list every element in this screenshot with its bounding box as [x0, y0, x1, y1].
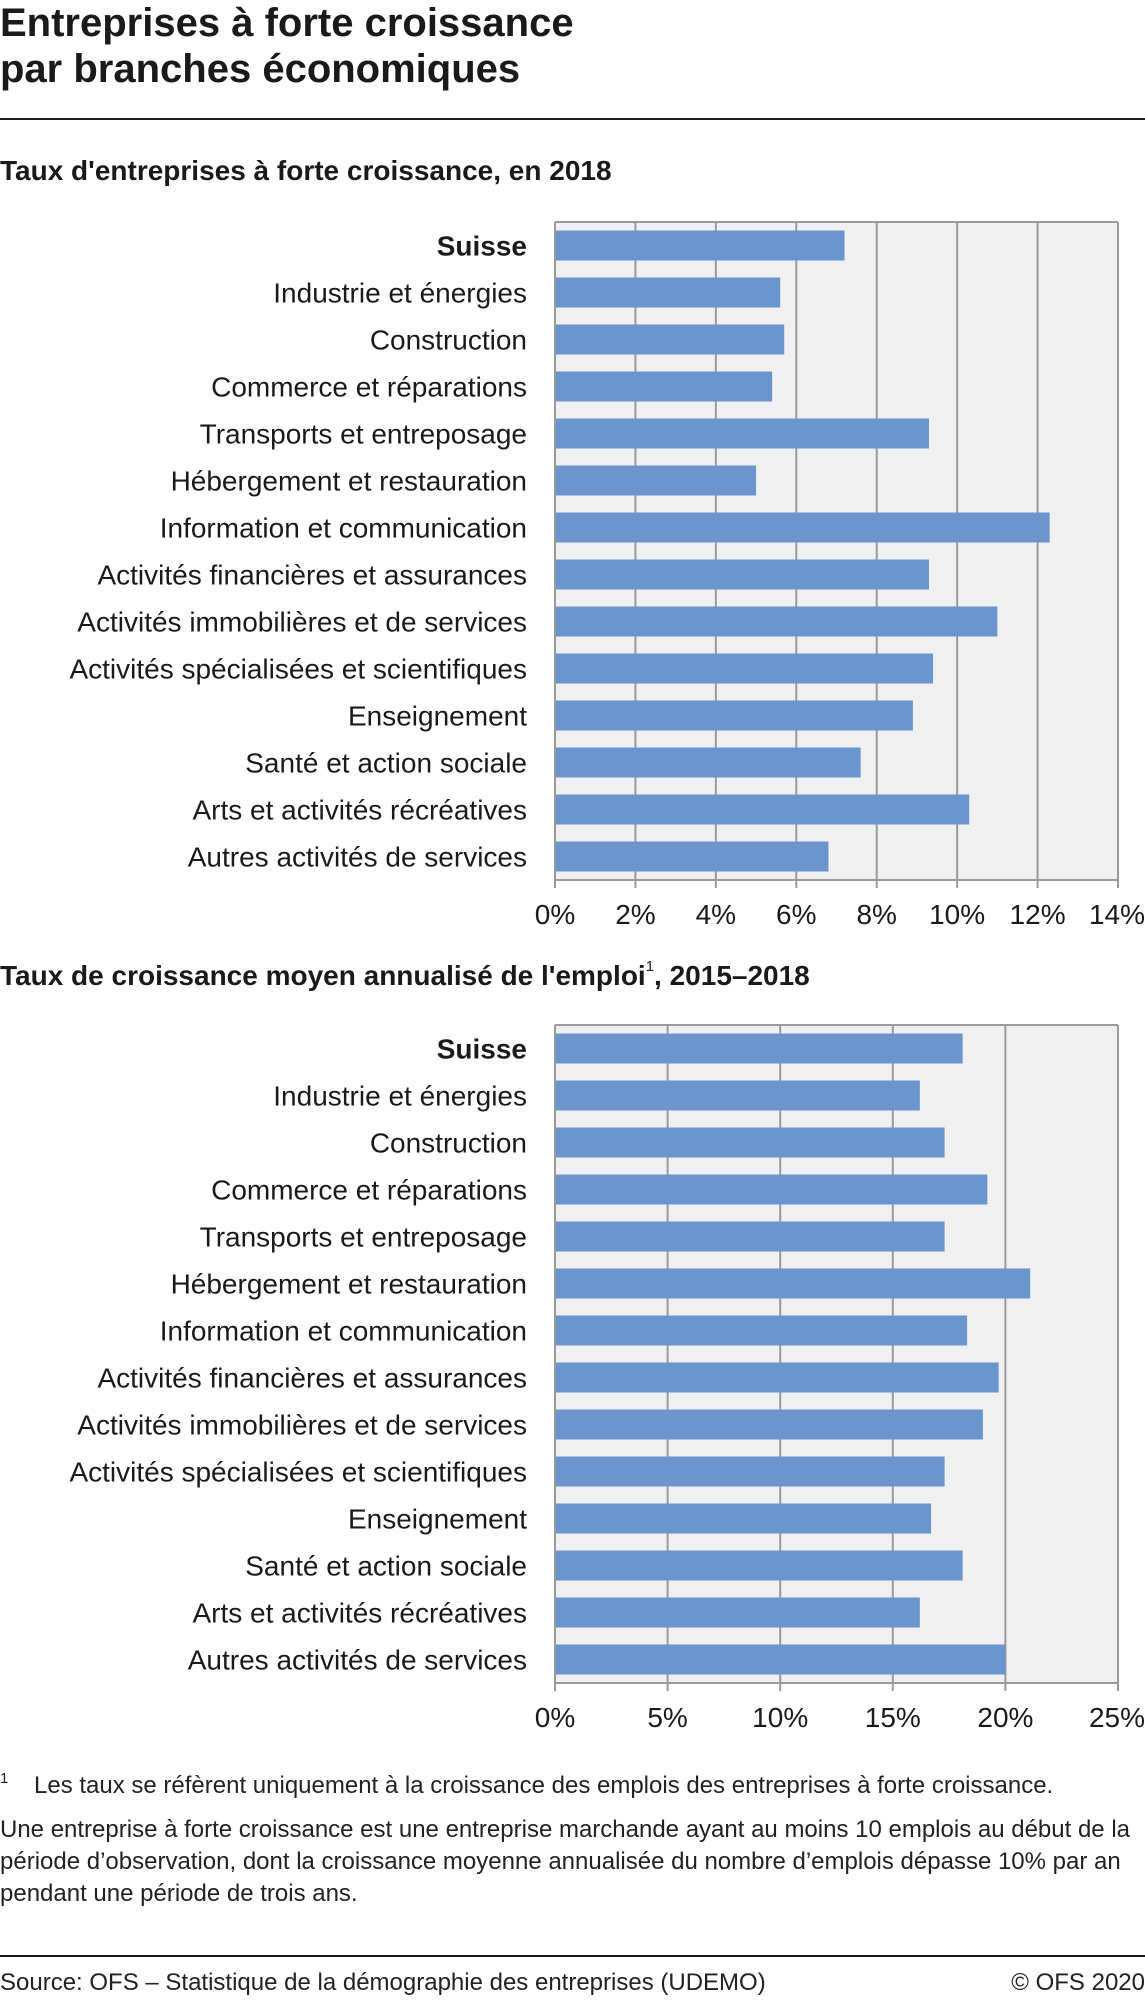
page-title-line1: Entreprises à forte croissance	[0, 1, 574, 45]
chart1-bar	[555, 653, 934, 684]
chart2-category-label: Santé et action sociale	[245, 1551, 527, 1582]
footer-rule	[0, 1955, 1145, 1957]
chart1-tick-label: 2%	[615, 899, 655, 930]
chart2-tick-label: 20%	[977, 1702, 1033, 1733]
chart2-bar	[555, 1221, 945, 1252]
copyright-text: © OFS 2020	[1011, 1969, 1145, 1996]
chart2-tick-label: 5%	[647, 1702, 687, 1733]
chart1-bar	[555, 512, 1050, 543]
chart2-title-suffix: , 2015–2018	[654, 960, 810, 991]
source-text: Source: OFS – Statistique de la démograp…	[0, 1969, 766, 1996]
chart1-title: Taux d'entreprises à forte croissance, e…	[0, 155, 612, 186]
chart2-title-text: Taux de croissance moyen annualisé de l'…	[0, 960, 646, 991]
chart2-plot-area	[555, 1025, 1118, 1683]
chart2-category-label: Activités financières et assurances	[97, 1363, 527, 1394]
chart2-category-label: Construction	[370, 1128, 527, 1159]
chart1-category-label: Commerce et réparations	[211, 372, 527, 403]
chart1-category-label: Suisse	[437, 231, 527, 262]
chart1-plot-area	[555, 222, 1118, 880]
chart1-category-label: Activités financières et assurances	[97, 560, 527, 591]
chart2-bar	[555, 1597, 920, 1628]
chart2-bar	[555, 1362, 999, 1393]
chart1-category-label: Construction	[370, 325, 527, 356]
chart1-bar	[555, 418, 929, 449]
chart1-tick-label: 0%	[535, 899, 575, 930]
title-rule	[0, 118, 1145, 120]
chart1-bar	[555, 559, 929, 590]
page-title-line2: par branches économiques	[0, 47, 521, 91]
chart1-category-label: Arts et activités récréatives	[192, 795, 527, 826]
chart2-bar	[555, 1550, 963, 1581]
definition-text: Une entreprise à forte croissance est un…	[0, 1816, 1130, 1907]
footnote-mark: 1	[0, 1770, 9, 1787]
chart2-bar	[555, 1174, 988, 1205]
chart2-category-label: Industrie et énergies	[273, 1081, 527, 1112]
chart2-bar	[555, 1127, 945, 1158]
chart1-category-label: Activités immobilières et de services	[77, 607, 527, 638]
chart1-category-label: Santé et action sociale	[245, 748, 527, 779]
chart2-bar	[555, 1080, 920, 1111]
chart1-tick-label: 6%	[776, 899, 816, 930]
chart1-category-label: Industrie et énergies	[273, 278, 527, 309]
footnote-text: Les taux se réfèrent uniquement à la cro…	[34, 1772, 1054, 1799]
chart2-category-label: Information et communication	[160, 1316, 527, 1347]
chart1-bar	[555, 794, 970, 825]
chart1-tick-label: 14%	[1089, 899, 1145, 930]
chart2-category-label: Transports et entreposage	[200, 1222, 527, 1253]
page-title: Entreprises à forte croissance par branc…	[0, 0, 1145, 92]
chart1-category-label: Transports et entreposage	[200, 419, 527, 450]
chart1-category-label: Information et communication	[160, 513, 527, 544]
chart1-bar	[555, 700, 913, 731]
chart1-tick-label: 10%	[929, 899, 985, 930]
chart1-category-label: Hébergement et restauration	[171, 466, 527, 497]
chart1-bar	[555, 465, 757, 496]
chart1-tick-label: 4%	[696, 899, 736, 930]
chart2-tick-label: 0%	[535, 1702, 575, 1733]
chart2-category-label: Activités immobilières et de services	[77, 1410, 527, 1441]
chart1-bar	[555, 747, 861, 778]
chart1-bar	[555, 230, 845, 261]
chart2-title-footnote-mark: 1	[645, 958, 655, 975]
chart2-employment-growth: Suisse Industrie et énergies Construction C…	[69, 1024, 1145, 1733]
chart1-tick-label: 8%	[856, 899, 896, 930]
chart2-category-label: Suisse	[437, 1034, 527, 1065]
chart1-category-label: Autres activités de services	[188, 842, 527, 873]
chart2-tick-label: 10%	[752, 1702, 808, 1733]
chart2-tick-label: 15%	[865, 1702, 921, 1733]
chart1-bar	[555, 606, 998, 637]
chart1-growth-firms-rate: Suisse Industrie et énergies Construction C…	[69, 221, 1145, 930]
chart2-bar	[555, 1503, 932, 1534]
chart1-tick-label: 12%	[1010, 899, 1066, 930]
chart2-title: Taux de croissance moyen annualisé de l'…	[0, 958, 810, 992]
chart2-category-label: Hébergement et restauration	[171, 1269, 527, 1300]
chart2-bar	[555, 1033, 963, 1064]
chart1-category-label: Activités spécialisées et scientifiques	[69, 654, 527, 685]
chart1-category-label: Enseignement	[348, 701, 527, 732]
chart2-bar	[555, 1456, 945, 1487]
chart2-category-label: Enseignement	[348, 1504, 527, 1535]
chart1-bar	[555, 841, 829, 872]
chart2-bar	[555, 1268, 1031, 1299]
chart2-category-label: Arts et activités récréatives	[192, 1598, 527, 1629]
chart2-bar	[555, 1409, 983, 1440]
chart2-tick-label: 25%	[1089, 1702, 1145, 1733]
chart2-category-label: Autres activités de services	[188, 1645, 527, 1676]
chart2-category-label: Commerce et réparations	[211, 1175, 527, 1206]
chart2-bar	[555, 1315, 968, 1346]
chart2-category-label: Activités spécialisées et scientifiques	[69, 1457, 527, 1488]
chart1-bar	[555, 277, 781, 308]
chart1-bar	[555, 324, 785, 355]
chart1-bar	[555, 371, 773, 402]
chart2-bar	[555, 1644, 1006, 1675]
